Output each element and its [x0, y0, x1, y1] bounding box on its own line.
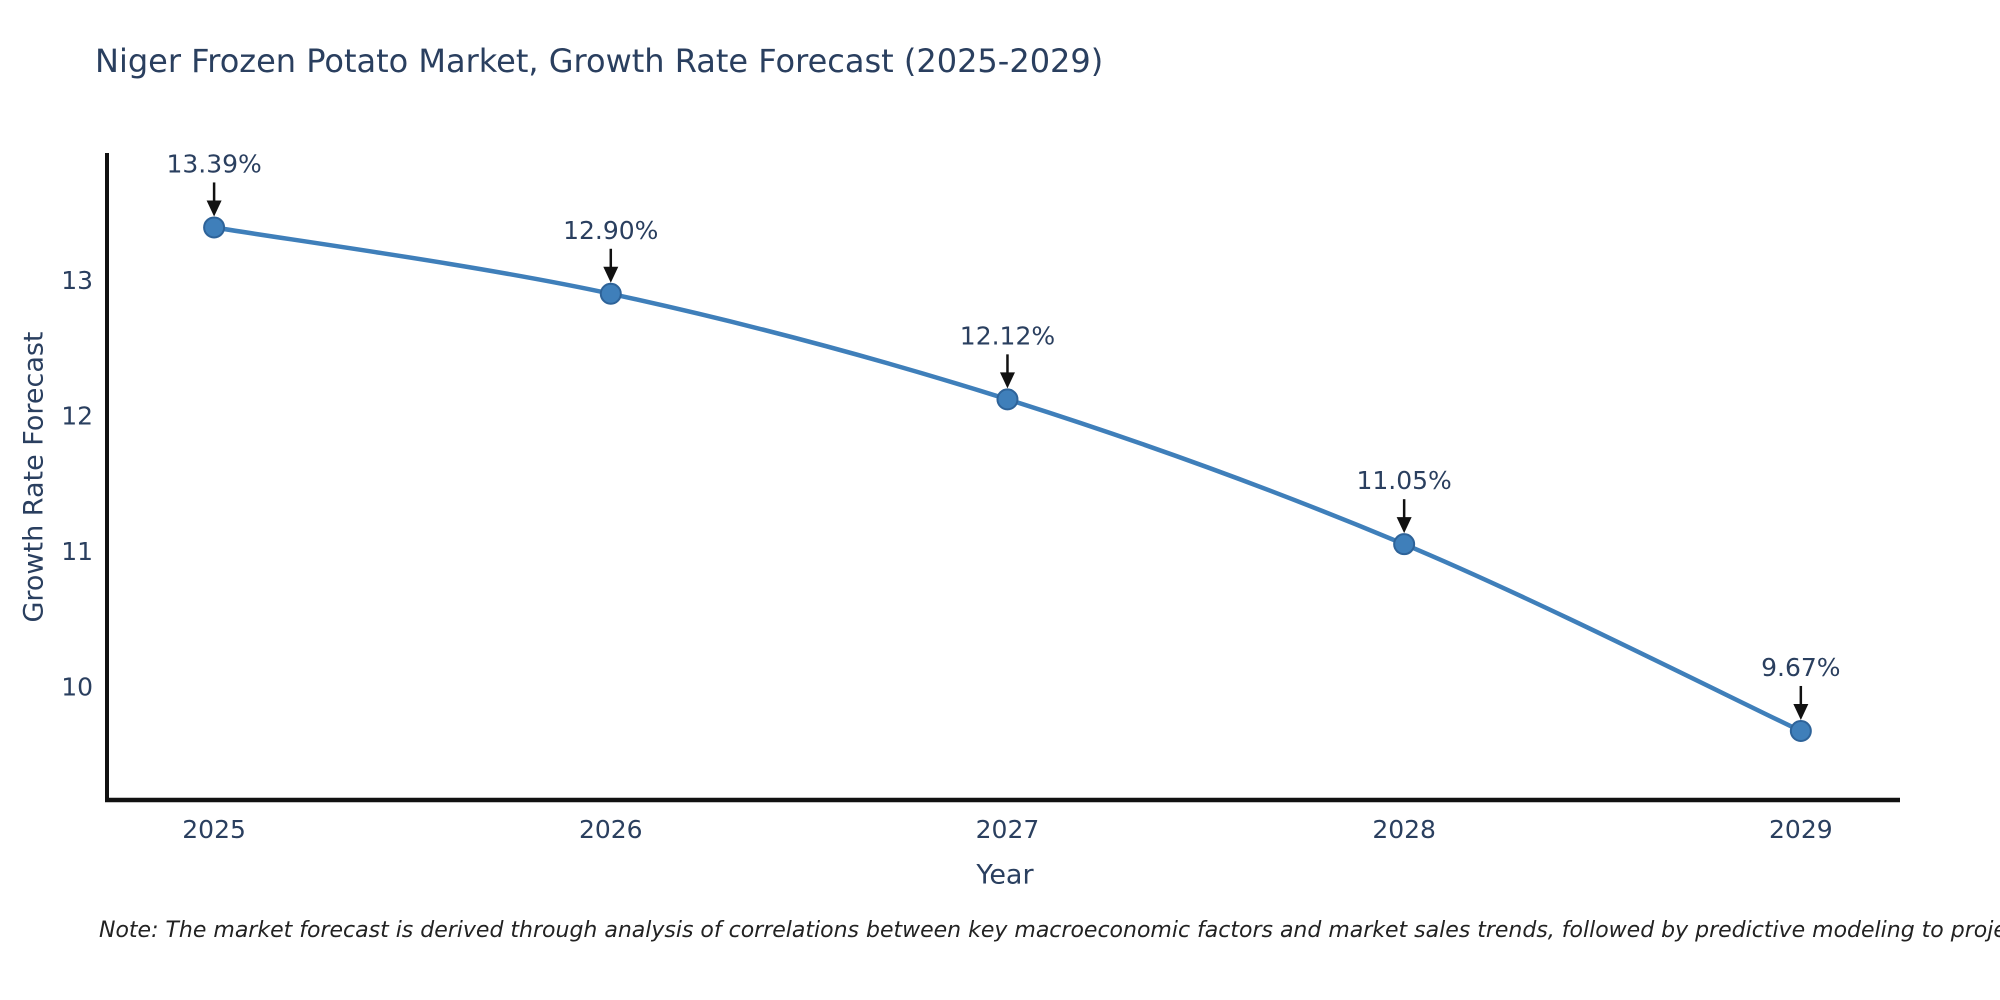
data-label: 12.12%	[960, 321, 1055, 350]
y-axis-title: Growth Rate Forecast	[18, 331, 50, 623]
data-label: 12.90%	[563, 216, 658, 245]
data-label: 13.39%	[166, 149, 261, 178]
annotation-arrowhead	[603, 266, 619, 283]
data-point-marker	[996, 388, 1019, 411]
data-point-marker	[203, 216, 226, 239]
x-tick-label: 2028	[1372, 815, 1436, 844]
data-point-marker	[1393, 533, 1416, 556]
x-tick-label: 2027	[976, 815, 1040, 844]
x-axis-title: Year	[976, 859, 1034, 891]
data-point-marker	[599, 282, 622, 305]
footnote: Note: The market forecast is derived thr…	[99, 918, 2000, 943]
x-tick-label: 2029	[1769, 815, 1833, 844]
chart-title: Niger Frozen Potato Market, Growth Rate …	[95, 42, 1104, 80]
trend-line	[211, 225, 1804, 734]
annotation-arrowhead	[1793, 703, 1809, 720]
annotation-arrowhead	[206, 200, 222, 217]
data-label: 9.67%	[1761, 653, 1840, 682]
y-tick-label: 12	[61, 402, 93, 431]
annotation-arrowhead	[999, 372, 1015, 389]
x-tick-label: 2026	[579, 815, 643, 844]
x-tick-label: 2025	[182, 815, 246, 844]
data-point-marker	[1789, 719, 1812, 742]
y-tick-label: 10	[61, 672, 93, 701]
y-tick-label: 13	[61, 266, 93, 295]
data-label: 11.05%	[1356, 466, 1451, 495]
y-tick-label: 11	[61, 537, 93, 566]
annotation-arrowhead	[1396, 517, 1412, 534]
